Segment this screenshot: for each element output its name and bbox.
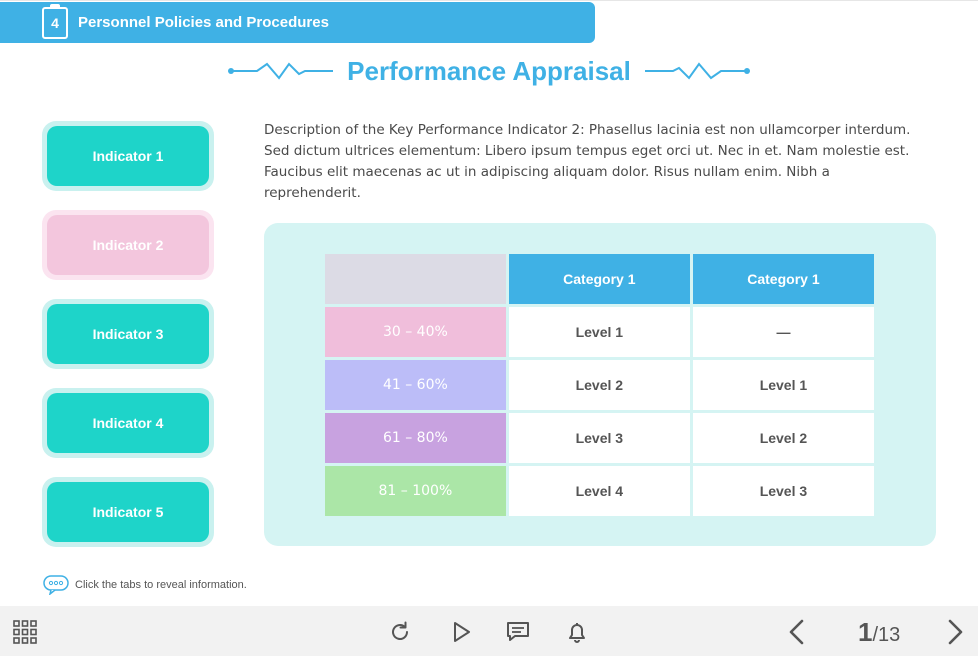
tab-label: Indicator 3	[92, 326, 164, 342]
player-navbar: 1 /13	[0, 606, 978, 656]
total-pages: /13	[872, 624, 901, 646]
indicator-tabs: Indicator 1 Indicator 2 Indicator 3 Indi…	[42, 121, 214, 566]
next-slide-button[interactable]	[941, 618, 969, 646]
slide-stage: 4 Personnel Policies and Procedures Perf…	[0, 0, 978, 595]
tab-label: Indicator 5	[92, 504, 164, 520]
comments-icon	[507, 622, 529, 641]
tab-indicator-2[interactable]: Indicator 2	[42, 210, 214, 280]
zigzag-left-decoration	[228, 62, 334, 80]
replay-icon	[392, 621, 408, 640]
notifications-button[interactable]	[563, 618, 591, 646]
column-header: Category 1	[692, 254, 874, 304]
page-title: Performance Appraisal	[347, 55, 631, 86]
page-counter: 1 /13	[858, 617, 900, 647]
chapter-title: Personnel Policies and Procedures	[78, 14, 329, 31]
indicator-description: Description of the Key Performance Indic…	[264, 122, 911, 201]
tab-indicator-1[interactable]: Indicator 1	[42, 121, 214, 191]
value-cell: Level 2	[692, 413, 874, 463]
bell-icon	[569, 623, 585, 643]
replay-button[interactable]	[386, 618, 414, 646]
value-cell: Level 3	[508, 413, 690, 463]
value-cell: Level 1	[692, 360, 874, 410]
value-cell: —	[692, 307, 874, 357]
appraisal-table: Category 1 Category 1 30 – 40% Level 1 —…	[322, 251, 877, 519]
table-row: 30 – 40% Level 1 —	[325, 307, 874, 357]
appraisal-table-panel: Category 1 Category 1 30 – 40% Level 1 —…	[264, 223, 936, 546]
table-row: 41 – 60% Level 2 Level 1	[325, 360, 874, 410]
table-row: 61 – 80% Level 3 Level 2	[325, 413, 874, 463]
table-header-row: Category 1 Category 1	[325, 254, 874, 304]
play-icon	[454, 622, 470, 642]
range-cell: 61 – 80%	[325, 413, 506, 463]
hint-text: Click the tabs to reveal information.	[75, 579, 247, 591]
table-corner-cell	[325, 254, 506, 304]
range-cell: 81 – 100%	[325, 466, 506, 516]
value-cell: Level 1	[508, 307, 690, 357]
chapter-header: 4 Personnel Policies and Procedures	[0, 2, 595, 43]
tab-label: Indicator 1	[92, 148, 164, 164]
prev-icon	[789, 619, 804, 645]
value-cell: Level 2	[508, 360, 690, 410]
tab-indicator-5[interactable]: Indicator 5	[42, 477, 214, 547]
range-cell: 30 – 40%	[325, 307, 506, 357]
hint: Click the tabs to reveal information.	[43, 575, 247, 595]
zigzag-right-decoration	[644, 62, 750, 80]
tab-indicator-4[interactable]: Indicator 4	[42, 388, 214, 458]
table-row: 81 – 100% Level 4 Level 3	[325, 466, 874, 516]
previous-slide-button[interactable]	[783, 618, 811, 646]
grid-menu-button[interactable]	[11, 618, 39, 646]
range-cell: 41 – 60%	[325, 360, 506, 410]
next-icon	[948, 619, 963, 645]
page-title-row: Performance Appraisal	[0, 51, 978, 91]
chapter-number-badge: 4	[42, 3, 68, 39]
tab-label: Indicator 4	[92, 415, 164, 431]
value-cell: Level 4	[508, 466, 690, 516]
play-button[interactable]	[447, 618, 475, 646]
current-page: 1	[858, 617, 873, 647]
tab-label: Indicator 2	[92, 237, 164, 253]
chat-bubble-icon	[43, 575, 69, 595]
grid-menu-icon	[13, 620, 37, 644]
comments-button[interactable]	[504, 618, 532, 646]
value-cell: Level 3	[692, 466, 874, 516]
column-header: Category 1	[508, 254, 690, 304]
tab-indicator-3[interactable]: Indicator 3	[42, 299, 214, 369]
chapter-number: 4	[51, 14, 59, 31]
